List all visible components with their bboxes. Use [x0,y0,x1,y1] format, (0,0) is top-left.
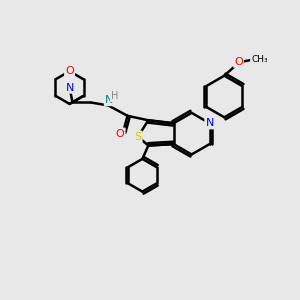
Text: N: N [65,82,74,93]
Text: S: S [134,132,142,142]
Text: O: O [116,129,124,139]
Text: O: O [234,57,243,67]
Text: O: O [65,66,74,76]
Text: N: N [206,118,214,128]
Text: CH₃: CH₃ [251,55,268,64]
Text: H: H [111,91,118,101]
Text: N: N [105,95,113,105]
